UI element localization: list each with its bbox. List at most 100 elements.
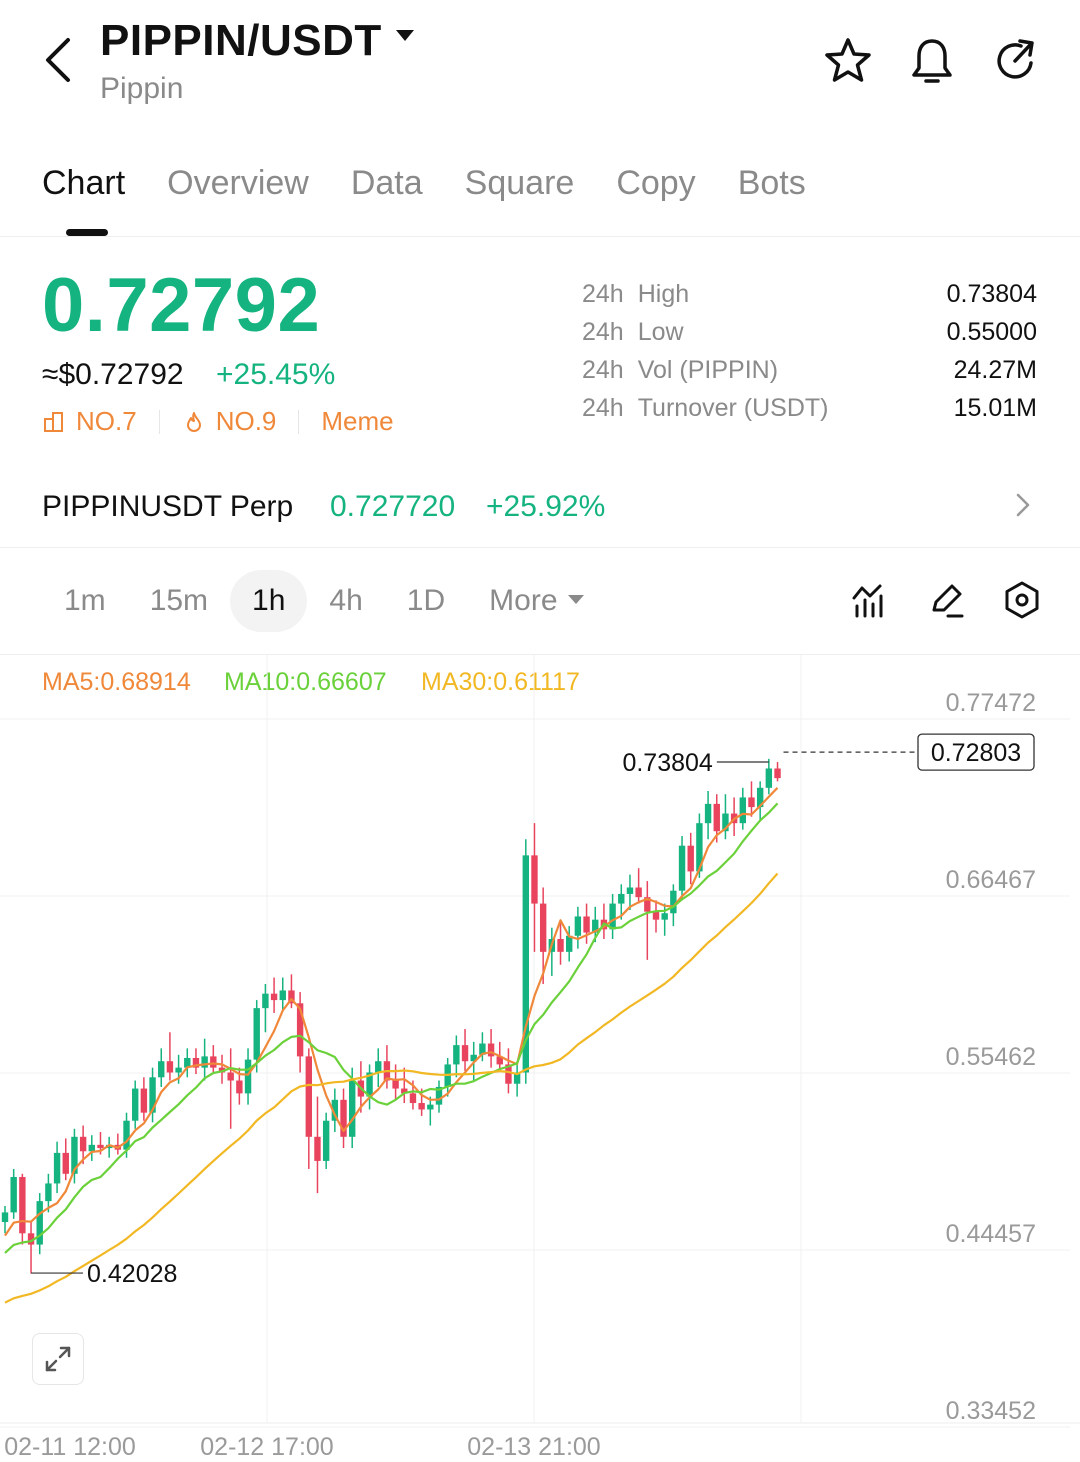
tab-square[interactable]: Square [464, 164, 575, 202]
tag-separator [298, 409, 300, 434]
candlestick-chart[interactable]: 0.77472 0.66467 0.55462 0.44457 0.33452 02-11… [0, 655, 1080, 1462]
share-icon[interactable] [991, 36, 1041, 86]
candle-body [132, 1088, 139, 1121]
candle-body [644, 897, 651, 912]
ma30-legend: MA30:0.61117 [421, 668, 580, 696]
rank-tag[interactable]: NO.7 [76, 406, 137, 436]
candle-body [479, 1043, 486, 1055]
candle-body [496, 1056, 503, 1065]
active-tab-indicator [66, 229, 108, 236]
perp-name: PIPPINUSDT Perp [42, 490, 294, 523]
hot-flame-icon [186, 411, 201, 432]
candle-body [340, 1099, 347, 1137]
perp-change: +25.92% [486, 490, 606, 523]
interval-1h[interactable]: 1h [230, 570, 308, 632]
favorite-star-icon[interactable] [823, 36, 873, 86]
candle-body [748, 797, 755, 808]
candle-body [513, 1072, 521, 1084]
candle-body [739, 797, 746, 824]
candle-body [166, 1061, 174, 1073]
y-axis-label: 0.66467 [946, 866, 1036, 894]
candle-body [531, 855, 538, 904]
divider [0, 654, 1080, 655]
tab-bots[interactable]: Bots [737, 164, 806, 202]
tab-copy[interactable]: Copy [616, 164, 696, 202]
candle-body [557, 938, 564, 952]
candle-body [375, 1061, 382, 1073]
candle-body [626, 887, 634, 894]
interval-selector: 1m 15m 1h 4h 1D More [42, 570, 606, 632]
main-tabs: Chart Overview Data Square Copy Bots [42, 164, 806, 214]
candle-body [592, 919, 599, 933]
fullscreen-button[interactable] [32, 1333, 84, 1385]
interval-15m[interactable]: 15m [149, 584, 209, 617]
indicators-icon[interactable] [850, 580, 890, 620]
usd-price: ≈$0.72792 [42, 358, 184, 391]
ranking-icon [44, 411, 63, 432]
last-price-label: 0.72803 [931, 739, 1021, 767]
candle-body [253, 1008, 260, 1060]
candle-body [435, 1086, 443, 1105]
candle-body [149, 1077, 156, 1113]
tab-overview[interactable]: Overview [167, 164, 309, 202]
candle-body [687, 845, 694, 872]
price-alert-bell-icon[interactable] [907, 36, 957, 86]
more-dropdown-icon [567, 595, 584, 604]
stat-value-volume: 24.27M [953, 356, 1037, 384]
interval-1d[interactable]: 1D [406, 584, 446, 617]
low-price-label: 0.42028 [87, 1260, 177, 1288]
candle-body [756, 787, 764, 808]
candle-body [79, 1136, 87, 1152]
candle-body [522, 855, 529, 1073]
x-axis-label: 02-13 21:00 [467, 1433, 600, 1461]
stat-label-volume: 24h Vol (PIPPIN) [582, 356, 779, 384]
tab-chart[interactable]: Chart [42, 164, 126, 202]
ma10-legend: MA10:0.66607 [224, 668, 387, 696]
candle-body [409, 1093, 417, 1104]
candle-body [305, 1056, 312, 1137]
candle-body [453, 1045, 460, 1065]
interval-more-label: More [489, 584, 558, 617]
candle-body [765, 768, 773, 788]
candle-body [505, 1064, 512, 1084]
draw-pencil-icon[interactable] [926, 580, 966, 620]
candle-body [184, 1057, 191, 1068]
candle-body [418, 1103, 425, 1110]
candle-body [36, 1201, 43, 1245]
stat-value-turnover: 15.01M [953, 394, 1037, 422]
chart-settings-icon[interactable] [1002, 580, 1042, 620]
category-tag[interactable]: Meme [321, 406, 394, 436]
candle-body [427, 1104, 434, 1110]
chevron-right-icon [1016, 493, 1030, 517]
candle-body [140, 1088, 148, 1113]
ma30-line [4, 872, 779, 1304]
back-arrow-icon[interactable] [36, 34, 82, 86]
expand-icon [45, 1346, 71, 1372]
candle-body [609, 903, 616, 930]
price-change-percent: +25.45% [216, 358, 336, 391]
candle-body [210, 1056, 217, 1068]
tab-data[interactable]: Data [350, 164, 423, 202]
x-axis-label: 02-12 17:00 [200, 1433, 333, 1461]
candle-body [661, 913, 668, 920]
asset-name: Pippin [100, 72, 184, 105]
candle-body [366, 1072, 373, 1097]
candle-body [62, 1152, 69, 1174]
candle-body [201, 1056, 208, 1068]
interval-more[interactable]: More [467, 570, 605, 632]
candle-body [1, 1212, 9, 1223]
stat-value-low: 0.55000 [946, 318, 1037, 346]
candle-body [774, 768, 781, 779]
y-axis-label: 0.44457 [946, 1220, 1036, 1248]
stat-label-turnover: 24h Turnover (USDT) [582, 394, 829, 422]
interval-1m[interactable]: 1m [64, 584, 106, 617]
candle-body [158, 1061, 165, 1078]
candle-body [71, 1136, 78, 1174]
candle-body [401, 1088, 408, 1094]
candle-body [97, 1144, 104, 1149]
interval-4h[interactable]: 4h [329, 584, 363, 617]
candle-body [53, 1152, 61, 1184]
pair-selector[interactable]: PIPPIN/USDT [100, 16, 414, 66]
candle-body [652, 911, 660, 920]
hot-tag[interactable]: NO.9 [215, 406, 277, 436]
